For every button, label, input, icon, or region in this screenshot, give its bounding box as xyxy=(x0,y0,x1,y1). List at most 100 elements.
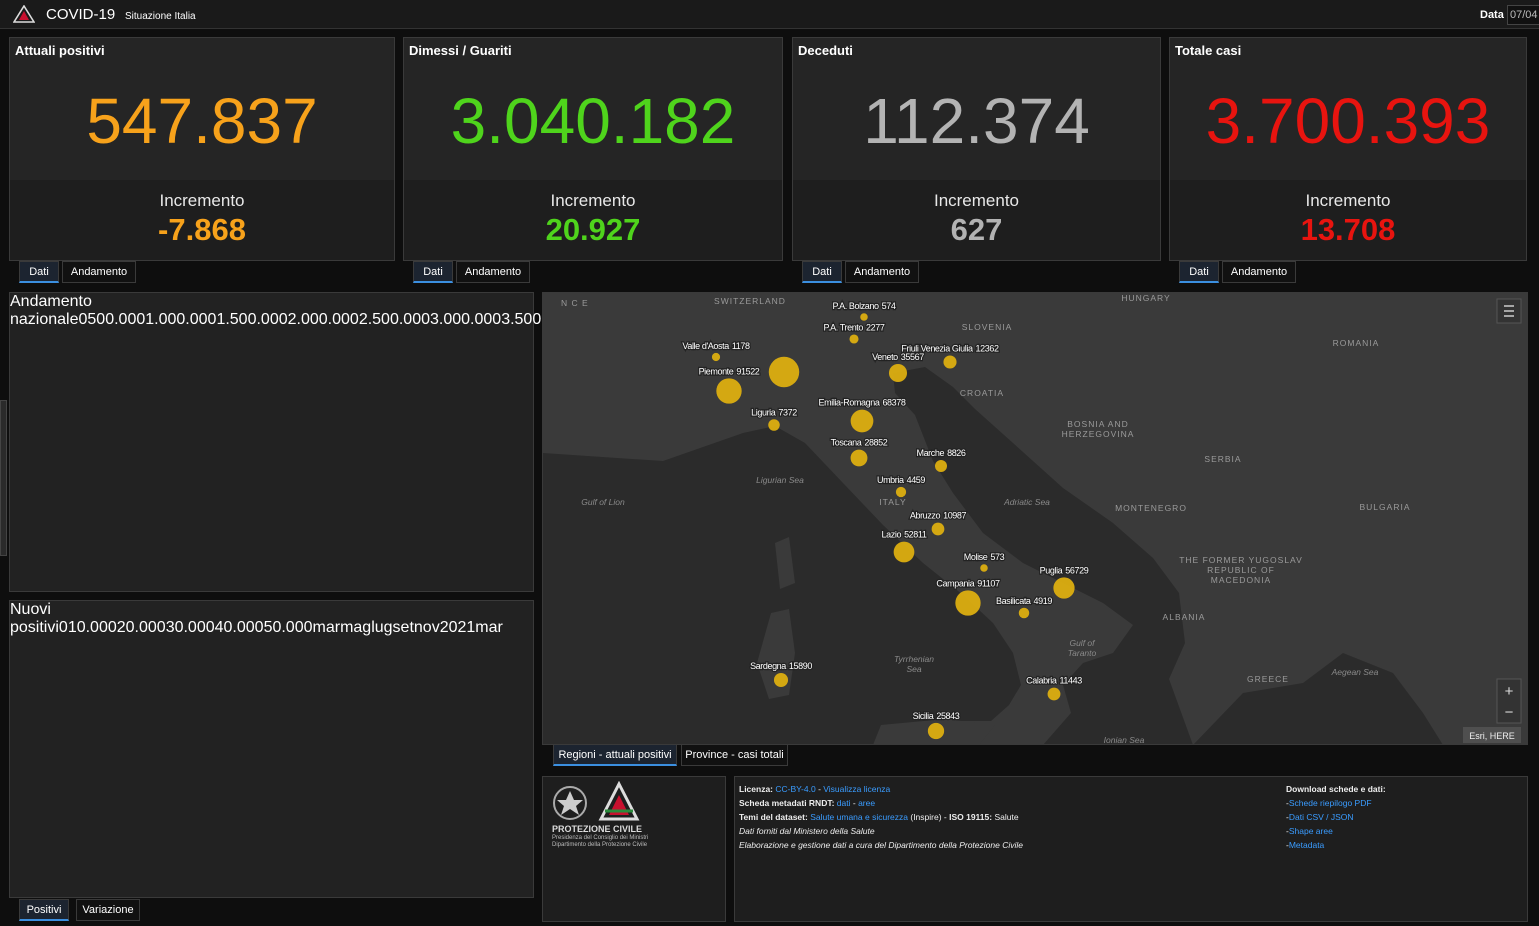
region-bubble[interactable] xyxy=(955,590,981,616)
region-bubble[interactable] xyxy=(931,522,945,536)
card-increment-label: Incremento xyxy=(1305,191,1391,210)
place-label: SLOVENIA xyxy=(962,322,1013,332)
tab[interactable]: Andamento xyxy=(456,261,530,283)
region-label: Calabria 11443 xyxy=(1026,676,1082,686)
region-label: Sardegna 15890 xyxy=(750,661,812,671)
region-bubble[interactable] xyxy=(893,541,915,563)
tab[interactable]: Positivi xyxy=(19,899,69,921)
tab[interactable]: Dati xyxy=(19,261,59,283)
card-title: Dimessi / Guariti xyxy=(409,43,512,58)
region-bubble[interactable] xyxy=(895,486,907,498)
tab[interactable]: Regioni - attuali positivi xyxy=(553,744,677,766)
info-line: Temi del dataset: Salute umana e sicurez… xyxy=(739,812,1019,822)
region-bubble[interactable] xyxy=(980,564,988,572)
region-bubble[interactable] xyxy=(860,313,868,321)
card-title: Attuali positivi xyxy=(15,43,105,58)
download-link[interactable]: Dati CSV / JSON xyxy=(1288,812,1354,822)
info-segment: Licenza: xyxy=(739,784,774,794)
region-bubble[interactable] xyxy=(1047,687,1061,701)
zoom-out[interactable]: − xyxy=(1505,704,1514,721)
download-link[interactable]: Shape aree xyxy=(1288,826,1333,836)
region-name: Marche xyxy=(916,448,944,458)
info-segment[interactable]: dati xyxy=(836,798,851,808)
y-tick-label: 2.500.000 xyxy=(358,311,430,328)
region-bubble[interactable] xyxy=(850,449,868,467)
y-tick-label: 0 xyxy=(78,311,88,328)
info-segment: - xyxy=(815,784,824,794)
region-label: P.A. Bolzano 574 xyxy=(833,301,896,311)
stat-card: Deceduti 112.374 Incremento 627 xyxy=(792,37,1161,261)
region-bubble[interactable] xyxy=(711,352,721,362)
region-bubble[interactable] xyxy=(768,356,800,388)
info-segment[interactable]: CC-BY-4.0 xyxy=(775,784,816,794)
region-bubble[interactable] xyxy=(768,419,780,431)
card-value: 3.040.182 xyxy=(450,85,736,157)
x-tick-label: set xyxy=(392,619,414,636)
y-tick-label: 10.000 xyxy=(67,619,117,636)
place-label: HERZEGOVINA xyxy=(1062,429,1135,439)
region-bubble[interactable] xyxy=(1053,577,1075,599)
region-name: Abruzzo xyxy=(910,511,941,521)
region-bubble[interactable] xyxy=(773,672,789,688)
x-tick-label: lug xyxy=(371,619,393,636)
sea-label: Gulf of Lion xyxy=(581,497,625,507)
sea-label: Taranto xyxy=(1068,648,1097,658)
region-name: Friuli Venezia Giulia xyxy=(901,343,973,353)
card-increment-label: Incremento xyxy=(550,191,636,210)
map[interactable]: SWITZERLAND HUNGARY SLOVENIA CROATIA ROMANIA… xyxy=(543,293,1528,745)
sea-label: Ligurian Sea xyxy=(756,475,804,485)
region-bubble[interactable] xyxy=(849,334,859,344)
region-value: 573 xyxy=(990,552,1004,562)
y-tick-label: 0 xyxy=(58,619,68,636)
download-bullet: - xyxy=(1286,812,1289,822)
chart-title: Nuovi positivi xyxy=(10,601,59,636)
region-name: Valle d'Aosta xyxy=(682,341,729,351)
card-upper xyxy=(404,38,782,180)
info-segment[interactable]: Visualizza licenza xyxy=(823,784,891,794)
region-bubble[interactable] xyxy=(716,378,742,404)
tab[interactable]: Province - casi totali xyxy=(681,744,788,766)
tab[interactable]: Dati xyxy=(413,261,453,283)
region-name: Emilia-Romagna xyxy=(819,398,880,408)
tab[interactable]: Andamento xyxy=(1222,261,1296,283)
card-increment: 13.708 xyxy=(1300,212,1396,247)
sea-label: Sea xyxy=(906,664,921,674)
stat-card: Dimessi / Guariti 3.040.182 Incremento 20.9… xyxy=(403,37,783,261)
side-toggle[interactable] xyxy=(0,400,7,556)
region-bubble[interactable] xyxy=(934,459,948,473)
info-line: Licenza: CC-BY-4.0 - Visualizza licenza xyxy=(739,784,890,794)
region-name: Campania xyxy=(936,578,974,588)
tab[interactable]: Dati xyxy=(1179,261,1219,283)
info-segment[interactable]: Salute umana e sicurezza xyxy=(810,812,908,822)
zoom-in[interactable]: + xyxy=(1505,683,1514,700)
region-label: Piemonte 91522 xyxy=(699,366,760,376)
tab[interactable]: Variazione xyxy=(76,899,140,921)
date-input[interactable]: 07/04 xyxy=(1507,5,1539,25)
region-bubble[interactable] xyxy=(1018,607,1030,619)
tab[interactable]: Andamento xyxy=(845,261,919,283)
region-label: Puglia 56729 xyxy=(1040,565,1089,575)
card-increment: 627 xyxy=(950,212,1003,247)
downloads-title: Download schede e dati: xyxy=(1286,784,1386,794)
region-value: 12362 xyxy=(976,343,999,353)
download-link[interactable]: Schede riepilogo PDF xyxy=(1288,798,1372,808)
place-label: ITALY xyxy=(879,497,906,507)
region-bubble[interactable] xyxy=(943,355,957,369)
chart-panel: Andamento nazionale0500.0001.000.0001.50… xyxy=(9,292,763,592)
card-title: Deceduti xyxy=(798,43,853,58)
info-segment[interactable]: aree xyxy=(858,798,876,808)
card-value: 547.837 xyxy=(86,85,318,157)
info-segment: Dati forniti dal Ministero della Salute xyxy=(739,826,875,836)
region-bubble[interactable] xyxy=(927,722,945,740)
info-segment: Salute xyxy=(992,812,1019,822)
place-label: REPUBLIC OF xyxy=(1207,565,1275,575)
region-bubble[interactable] xyxy=(888,363,908,383)
sea-label: Adriatic Sea xyxy=(1003,497,1050,507)
y-tick-label: 40.000 xyxy=(214,619,264,636)
region-bubble[interactable] xyxy=(850,409,874,433)
region-label: Marche 8826 xyxy=(916,448,965,458)
tab[interactable]: Dati xyxy=(802,261,842,283)
region-name: Umbria xyxy=(877,475,904,485)
tab[interactable]: Andamento xyxy=(62,261,136,283)
download-link[interactable]: Metadata xyxy=(1288,840,1325,850)
